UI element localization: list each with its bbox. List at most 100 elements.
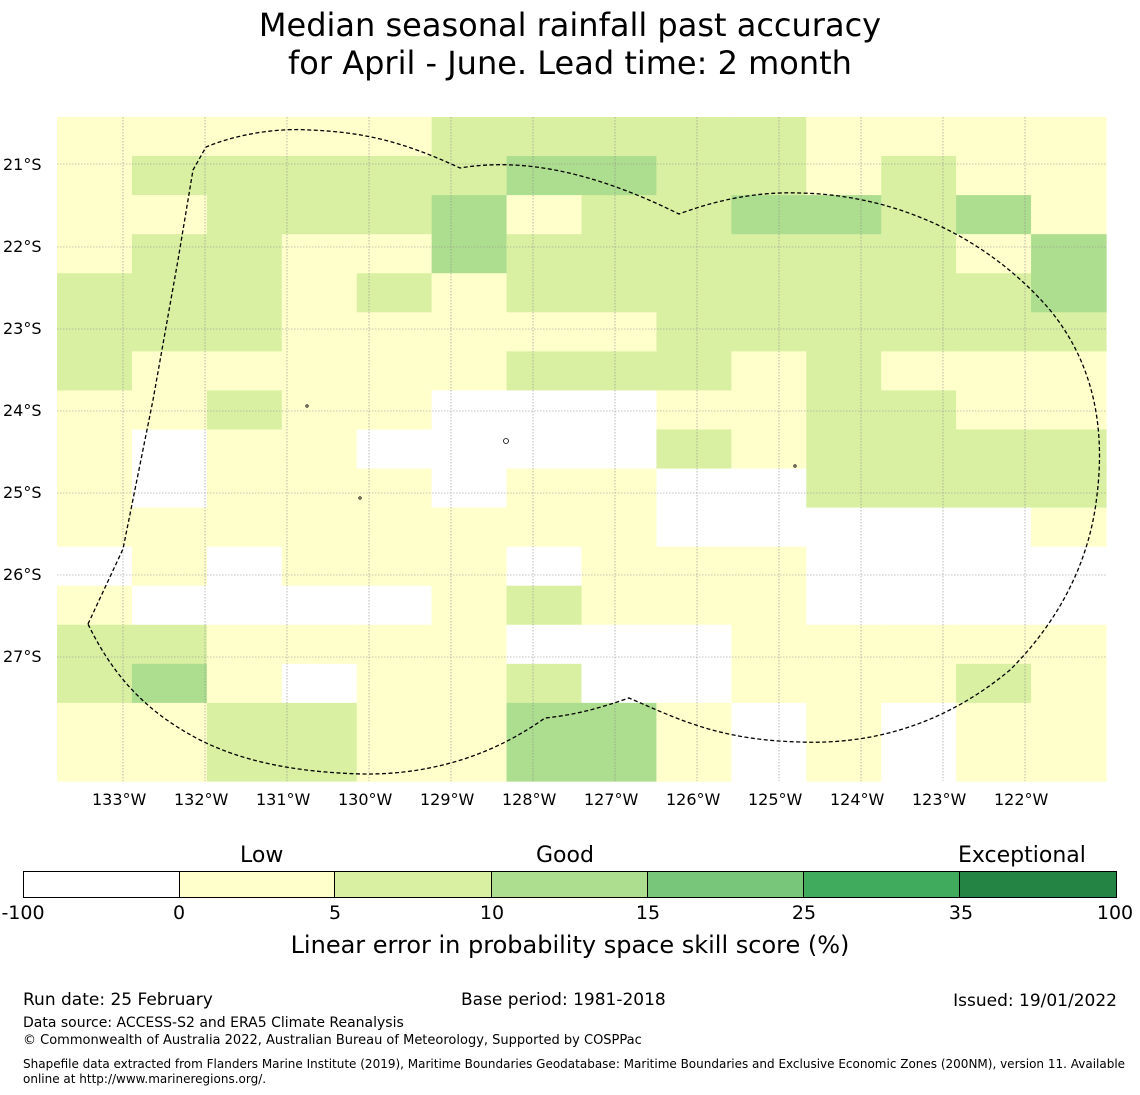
grid-cell (506, 234, 583, 274)
grid-cell (506, 663, 583, 704)
lon-label: 124°W (830, 790, 885, 809)
lat-label: 27°S (3, 647, 42, 666)
grid-cell (731, 351, 807, 392)
grid-cell (806, 507, 882, 548)
grid-cell (1031, 351, 1107, 392)
grid-cell (806, 624, 882, 665)
lon-label: 123°W (912, 790, 967, 809)
grid-cell (956, 351, 1032, 392)
grid-cell (131, 390, 208, 431)
grid-cell (356, 624, 433, 665)
lat-label: 24°S (3, 401, 42, 420)
grid-cell (131, 663, 208, 704)
colorbar-swatch (179, 872, 336, 897)
grid-cell (281, 273, 358, 313)
grid-cell (656, 585, 732, 626)
colorbar-swatch (803, 872, 961, 897)
grid-cell (806, 546, 882, 587)
colorbar-category-good: Good (536, 843, 594, 868)
grid-cell (281, 507, 358, 548)
grid-cell (281, 117, 358, 157)
grid-cell (1031, 741, 1107, 782)
grid-cell (431, 195, 508, 235)
grid-cell (57, 741, 133, 782)
grid-cell (206, 468, 283, 509)
lat-label: 25°S (3, 483, 42, 502)
grid-cell (581, 273, 658, 313)
grid-cell (656, 273, 732, 313)
grid-cell (806, 429, 882, 470)
grid-cell (806, 351, 882, 392)
grid-cell (57, 585, 133, 626)
grid-cell (57, 702, 133, 743)
grid-cell (356, 546, 433, 587)
grid-cell (956, 546, 1032, 587)
grid-cell (1031, 468, 1107, 509)
grid-cell (731, 156, 807, 196)
grid-cell (57, 312, 133, 352)
grid-cell (581, 234, 658, 274)
grid-cell (506, 546, 583, 587)
grid-cell (57, 546, 133, 587)
grid-cell (57, 429, 133, 470)
grid-cell (131, 702, 208, 743)
grid-cell (281, 624, 358, 665)
grid-cell (431, 234, 508, 274)
grid-cell (1031, 702, 1107, 743)
grid-cell (206, 390, 283, 431)
grid-cell (506, 429, 583, 470)
colorbar-tick: 15 (635, 902, 661, 924)
grid-cell (281, 663, 358, 704)
grid-cell (956, 585, 1032, 626)
grid-cell (506, 702, 583, 743)
grid-cell (881, 429, 957, 470)
grid-cell (656, 663, 732, 704)
colorbar-swatch (647, 872, 804, 897)
grid-cell (731, 273, 807, 313)
grid-cell (431, 702, 508, 743)
grid-cell (356, 429, 433, 470)
issued-date: Issued: 19/01/2022 (953, 991, 1117, 1011)
island-outline (305, 404, 309, 408)
grid-cell (656, 312, 732, 352)
grid-cell (806, 234, 882, 274)
base-period: Base period: 1981-2018 (461, 990, 666, 1010)
grid-cell (656, 468, 732, 509)
grid-cell (956, 117, 1032, 157)
grid-cell (731, 312, 807, 352)
grid-cell (656, 195, 732, 235)
grid-cell (431, 429, 508, 470)
grid-cell (506, 585, 583, 626)
colorbar-swatch (24, 872, 180, 897)
colorbar-tick: 10 (479, 902, 505, 924)
grid-cell (506, 117, 583, 157)
grid-cell (731, 195, 807, 235)
grid-cell (281, 585, 358, 626)
colorbar-tick: 100 (1096, 902, 1134, 924)
grid-cell (281, 702, 358, 743)
grid-cell (281, 429, 358, 470)
grid-cell (881, 156, 957, 196)
grid-cell (806, 156, 882, 196)
grid-cell (806, 312, 882, 352)
grid-cell (431, 273, 508, 313)
grid-cell (881, 234, 957, 274)
grid-cell (57, 663, 133, 704)
grid-cell (206, 273, 283, 313)
grid-cell (956, 741, 1032, 782)
grid-cell (356, 702, 433, 743)
grid-cell (881, 546, 957, 587)
grid-cell (956, 507, 1032, 548)
island-outline (793, 464, 797, 468)
lon-label: 133°W (92, 790, 147, 809)
grid-cell (131, 312, 208, 352)
grid-cell (281, 195, 358, 235)
grid-cell (731, 468, 807, 509)
grid-cell (57, 624, 133, 665)
grid-cell (656, 429, 732, 470)
grid-cell (206, 195, 283, 235)
lon-label: 129°W (420, 790, 475, 809)
grid-cell (281, 156, 358, 196)
grid-cell (1031, 624, 1107, 665)
grid-cell (57, 507, 133, 548)
